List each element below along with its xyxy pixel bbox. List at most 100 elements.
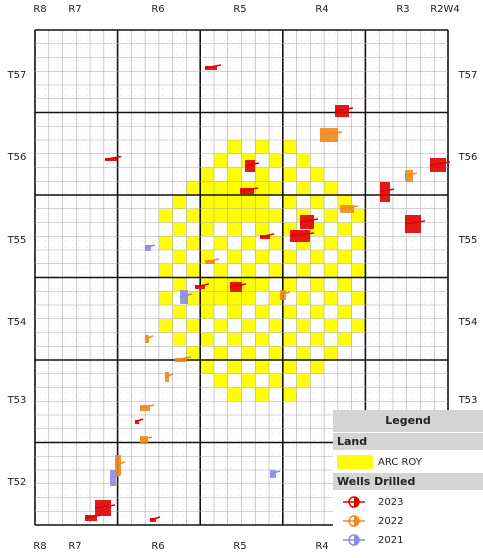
land-parcel [241, 318, 256, 333]
land-parcel [227, 140, 242, 154]
township-label: T56 [7, 152, 27, 163]
legend-section [333, 473, 483, 490]
range-label: R8 [33, 541, 46, 552]
land-parcel [241, 208, 256, 223]
land-parcel [241, 195, 256, 209]
land-parcel [213, 291, 228, 305]
land-parcel [310, 167, 325, 182]
land-parcel [324, 181, 338, 195]
legend-symbol [354, 497, 359, 507]
land-parcel [337, 332, 352, 347]
land-parcel [310, 360, 325, 374]
land-parcel [213, 195, 228, 209]
land-parcel [213, 373, 228, 388]
land-parcel [310, 277, 325, 292]
land-parcel [269, 346, 283, 360]
well-path [339, 205, 359, 210]
range-label: R4 [315, 541, 328, 552]
well-cluster [140, 405, 150, 411]
well-path [334, 107, 354, 112]
well-path [94, 504, 116, 509]
well-path [134, 418, 144, 423]
well-path [379, 188, 395, 193]
land-parcel [255, 332, 270, 347]
well-path [104, 155, 122, 161]
well-path [429, 161, 451, 166]
land-parcel [172, 305, 187, 319]
land-parcel [337, 277, 352, 292]
well-cluster [110, 470, 116, 486]
land-parcel [227, 332, 242, 347]
well-path [144, 244, 156, 249]
well-path [239, 187, 259, 192]
well-path [299, 218, 319, 223]
well-cluster [180, 290, 188, 304]
range-label: R5 [233, 541, 246, 552]
land-parcel [282, 167, 297, 182]
land-parcel [296, 263, 311, 278]
well-path [109, 474, 121, 479]
land-parcel [213, 318, 228, 333]
land-parcel [213, 277, 228, 292]
well-cluster [115, 455, 121, 475]
well-path [149, 516, 161, 521]
legend-heading: Wells Drilled [337, 475, 415, 488]
land-parcel [269, 291, 283, 305]
land-parcel [282, 332, 297, 347]
land-parcel [227, 250, 242, 264]
well-path [244, 162, 260, 167]
township-label: T56 [458, 152, 478, 163]
well-cluster [230, 282, 242, 292]
well-cluster [405, 215, 421, 233]
land-parcel [324, 263, 338, 278]
land-parcel [310, 305, 325, 319]
well-path [289, 232, 315, 237]
well-cluster [95, 500, 111, 516]
legend-symbol [354, 516, 359, 526]
well-path [144, 335, 154, 340]
well-cluster [245, 160, 255, 172]
legend-label: 2023 [378, 497, 403, 508]
land-parcel [255, 195, 270, 209]
land-parcel [172, 250, 187, 264]
land-parcel [269, 153, 283, 168]
land-parcel [337, 305, 352, 319]
land-parcel [227, 222, 242, 237]
well-path [404, 220, 426, 225]
land-parcel [255, 222, 270, 237]
land-parcel [310, 250, 325, 264]
land-parcel [324, 318, 338, 333]
land-parcel [213, 208, 228, 223]
labels: R8 R7 R6 R5 R4 R3 R2W4 R8 R7 R6 R5 R4 T57 T56 T55 T54 T5… [7, 4, 478, 552]
township-label: T55 [458, 235, 478, 246]
well-path [279, 291, 291, 296]
well-path [179, 293, 193, 298]
land-parcel [296, 318, 311, 333]
land-parcel [282, 250, 297, 264]
land-parcel [296, 346, 311, 360]
land-parcel [255, 360, 270, 374]
land-parcel [227, 291, 242, 305]
land-parcel [310, 332, 325, 347]
land-parcel [269, 181, 283, 195]
well-path [204, 258, 220, 263]
range-label: R6 [151, 4, 164, 15]
well-path [404, 172, 418, 177]
land-parcel [255, 250, 270, 264]
well-cluster [105, 158, 117, 161]
land-parcel [186, 208, 201, 223]
township-label: T57 [458, 70, 478, 81]
land-parcel [282, 305, 297, 319]
range-label: R2W4 [430, 4, 460, 15]
land-parcel [269, 263, 283, 278]
well-cluster [335, 105, 349, 117]
land-parcel [241, 277, 256, 292]
land-parcel [158, 236, 173, 250]
land-parcel [158, 208, 173, 223]
township-label: T55 [7, 235, 27, 246]
land-parcel [324, 236, 338, 250]
range-label: R3 [396, 4, 409, 15]
land-parcel [186, 318, 201, 333]
land-parcel [172, 277, 187, 292]
